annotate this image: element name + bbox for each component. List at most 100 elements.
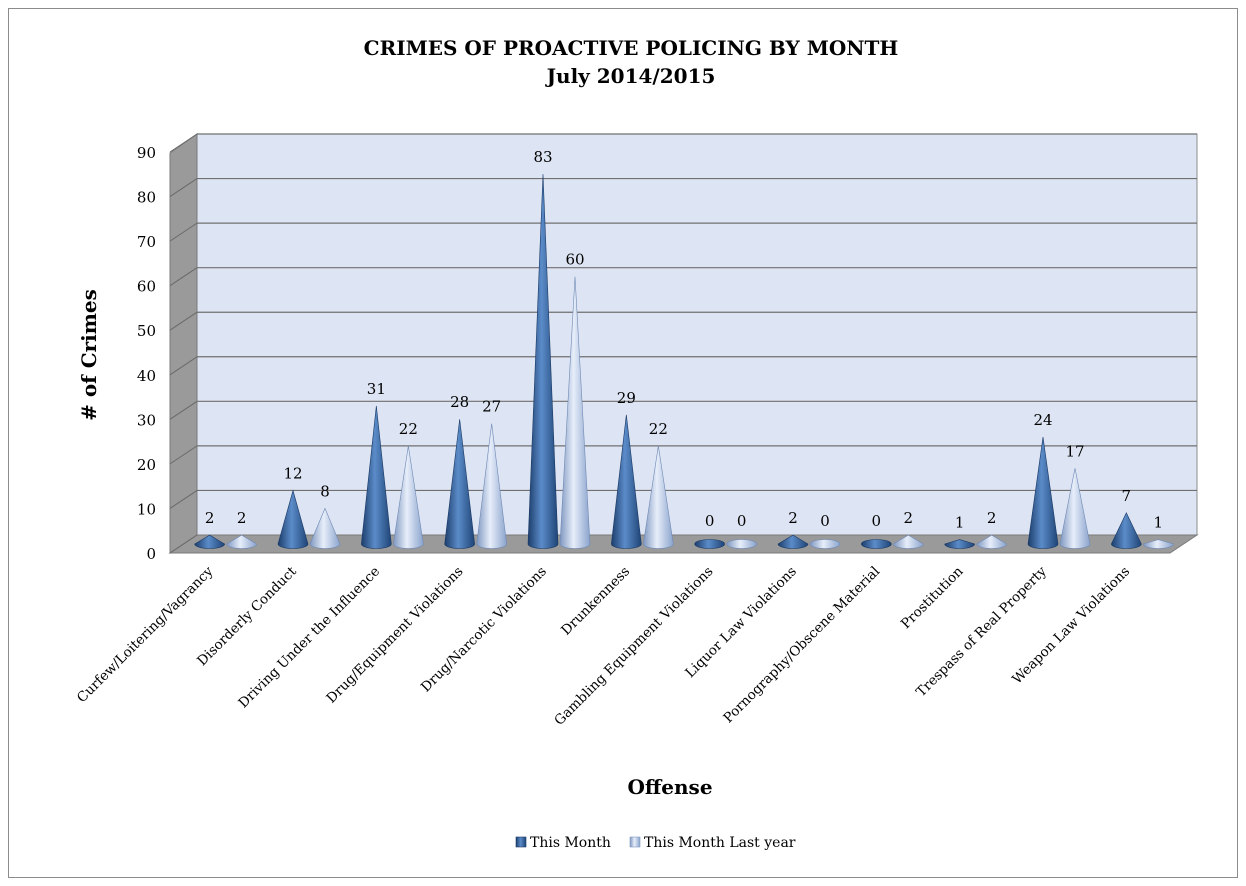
cone-this-month-last-year-weapon-law-violations: 1 — [1143, 514, 1174, 549]
cone-this-month-last-year-liquor-law-violations: 0 — [809, 512, 841, 549]
data-label: 7 — [1122, 487, 1132, 505]
cone-body — [309, 507, 341, 549]
y-tick-label: 20 — [137, 456, 156, 474]
data-label: 2 — [904, 509, 914, 527]
cone-this-month-disorderly-conduct: 12 — [277, 465, 309, 549]
data-label: 0 — [872, 512, 882, 530]
data-label: 1 — [955, 514, 965, 532]
cone-body — [611, 414, 642, 549]
x-tick-label: Pornography/Obscene Material — [720, 564, 883, 727]
cone-body — [1059, 468, 1091, 549]
data-label: 60 — [565, 251, 584, 269]
cone-body — [476, 423, 507, 549]
data-label: 29 — [617, 389, 636, 407]
cone-this-month-drug-narcotic-violations: 83 — [527, 148, 559, 549]
side-gridline — [169, 311, 198, 331]
data-label: 2 — [237, 509, 247, 527]
legend-swatch-this-month — [515, 836, 527, 848]
cone-base — [726, 539, 757, 549]
data-label: 27 — [482, 398, 501, 416]
legend-swatch-last-year — [629, 836, 641, 848]
cone-body — [1111, 512, 1142, 549]
cone-this-month-curfew-loitering-vagrancy: 2 — [194, 509, 225, 549]
cone-this-month-trespass-of-real-property: 24 — [1027, 411, 1059, 549]
cone-this-month-last-year-pornography-obscene-material: 2 — [893, 509, 924, 549]
data-label: 12 — [283, 465, 302, 483]
side-gridline — [169, 178, 198, 197]
data-label: 24 — [1033, 411, 1052, 429]
cone-this-month-last-year-driving-under-the-influence: 22 — [393, 420, 424, 549]
x-tick-label: Gambling Equipment Violations — [551, 563, 716, 728]
cone-this-month-pornography-obscene-material: 0 — [861, 512, 892, 549]
side-gridline — [169, 445, 198, 465]
cone-body — [226, 534, 257, 549]
cone-body — [527, 174, 559, 549]
cone-body — [194, 534, 225, 549]
x-axis-label: Offense — [627, 775, 712, 799]
cone-this-month-prostitution: 1 — [944, 514, 975, 549]
legend: This Month This Month Last year — [515, 835, 796, 851]
y-tick-label: 50 — [137, 322, 156, 340]
cone-this-month-drunkenness: 29 — [611, 389, 642, 549]
y-tick-label: 60 — [137, 278, 156, 296]
cone-this-month-last-year-disorderly-conduct: 8 — [309, 482, 341, 549]
x-tick-label: Driving Under the Influence — [235, 564, 383, 712]
legend-label-this-month: This Month — [530, 835, 611, 851]
cone-body — [444, 419, 475, 549]
cone-this-month-liquor-law-violations: 2 — [777, 509, 809, 549]
y-tick-label: 40 — [137, 367, 156, 385]
data-label: 2 — [788, 509, 798, 527]
cone-body — [361, 405, 392, 549]
cone-base — [694, 539, 725, 549]
data-label: 22 — [399, 420, 418, 438]
chart-subtitle: July 2014/2015 — [545, 64, 716, 88]
cone-body — [643, 445, 674, 549]
cone-this-month-last-year-curfew-loitering-vagrancy: 2 — [226, 509, 257, 549]
cone-this-month-weapon-law-violations: 7 — [1111, 487, 1142, 549]
cone-base — [861, 539, 892, 549]
y-tick-label: 10 — [137, 500, 156, 518]
data-label: 0 — [820, 512, 830, 530]
legend-label-last-year: This Month Last year — [644, 835, 796, 851]
data-label: 1 — [1154, 514, 1164, 532]
x-tick-label: Prostitution — [898, 563, 967, 632]
cone-body — [1027, 437, 1059, 549]
cone-body — [777, 534, 809, 549]
cone-body — [559, 276, 591, 549]
data-label: 2 — [205, 509, 215, 527]
x-tick-label: Curfew/Loitering/Vagrancy — [74, 563, 217, 706]
data-label: 31 — [367, 380, 386, 398]
cone-this-month-gambling-equipment-violations: 0 — [694, 512, 725, 549]
cone-this-month-last-year-prostitution: 2 — [976, 509, 1007, 549]
y-tick-label: 80 — [137, 189, 156, 207]
x-tick-label: Drunkenness — [558, 563, 633, 638]
data-label: 83 — [533, 148, 552, 166]
x-tick-label: Drug/Equipment Violations — [323, 563, 466, 706]
cone-body — [393, 445, 424, 549]
data-label: 28 — [450, 393, 469, 411]
y-tick-label: 30 — [137, 411, 156, 429]
cone-this-month-last-year-gambling-equipment-violations: 0 — [726, 512, 757, 549]
cone-body — [277, 489, 309, 549]
cone-base — [809, 539, 841, 549]
cone-body — [976, 534, 1007, 549]
y-axis-label: # of Crimes — [77, 289, 101, 421]
data-label: 22 — [649, 420, 668, 438]
cone-this-month-drug-equipment-violations: 28 — [444, 393, 475, 549]
side-gridline — [169, 400, 198, 420]
cone-this-month-last-year-drunkenness: 22 — [643, 420, 674, 549]
gridlines — [169, 133, 1197, 554]
cone-this-month-last-year-drug-narcotic-violations: 60 — [559, 251, 591, 549]
y-axis-ticks: 0 10 20 30 40 50 60 70 80 90 — [137, 144, 156, 563]
side-gridline — [169, 534, 198, 554]
cone-body — [944, 539, 975, 549]
y-tick-label: 0 — [146, 545, 156, 563]
cone-body — [893, 534, 924, 549]
side-gridline — [169, 356, 198, 376]
cone-this-month-last-year-trespass-of-real-property: 17 — [1059, 442, 1091, 549]
side-gridline — [169, 133, 198, 153]
side-gridline — [169, 267, 198, 287]
data-label: 2 — [987, 509, 997, 527]
